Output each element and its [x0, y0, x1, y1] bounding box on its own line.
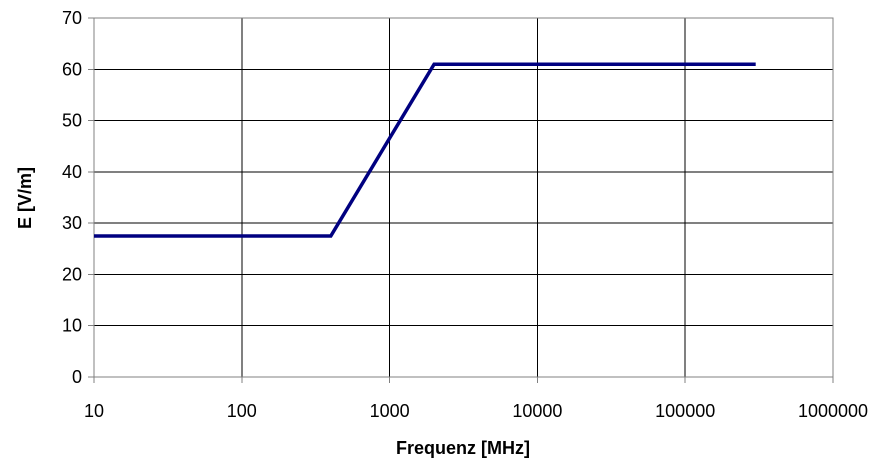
x-tick-label: 100000	[655, 401, 715, 421]
y-tick-label: 50	[62, 111, 82, 131]
y-tick-label: 30	[62, 213, 82, 233]
y-tick-label: 60	[62, 59, 82, 79]
x-tick-label: 100	[227, 401, 257, 421]
x-tick-label: 10	[84, 401, 104, 421]
series-line	[94, 62, 756, 238]
plot-border	[93, 17, 834, 378]
y-axis-title: E [V/m]	[15, 167, 35, 229]
x-axis-title: Frequenz [MHz]	[396, 438, 530, 458]
y-axis-tick-labels: 0 10 20 30 40 50 60 70	[62, 8, 82, 387]
x-tick-label: 10000	[512, 401, 562, 421]
series-layer	[94, 62, 756, 238]
x-tick-label: 1000	[370, 401, 410, 421]
grid	[94, 17, 833, 377]
y-tick-label: 20	[62, 264, 82, 284]
y-tick-label: 10	[62, 316, 82, 336]
axes	[88, 17, 834, 383]
x-axis-tick-labels: 10 100 1000 10000 100000 1000000	[84, 401, 868, 421]
y-tick-label: 70	[62, 8, 82, 28]
plot-area	[94, 18, 833, 377]
y-tick-label: 40	[62, 162, 82, 182]
x-tick-label: 1000000	[798, 401, 868, 421]
y-tick-label: 0	[72, 367, 82, 387]
